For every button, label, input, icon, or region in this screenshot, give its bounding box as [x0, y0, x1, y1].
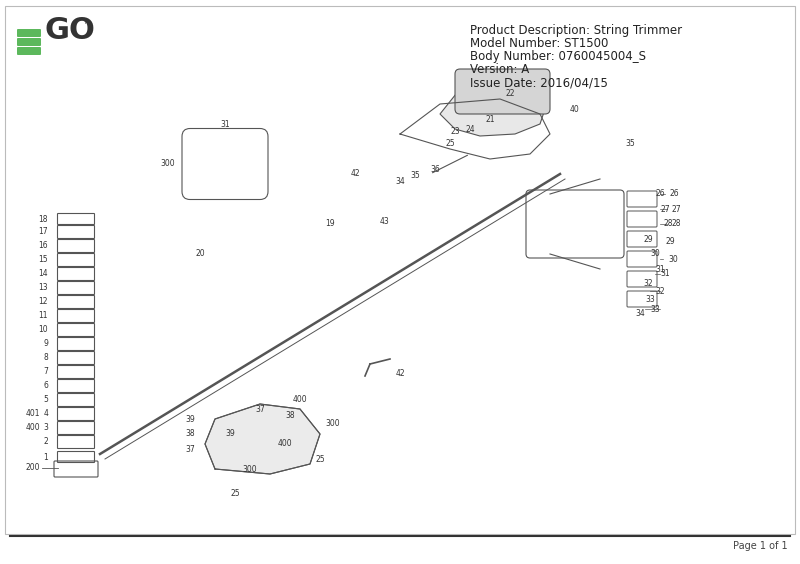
Text: 38: 38: [186, 430, 195, 438]
Text: 5: 5: [43, 395, 48, 404]
Text: 26: 26: [655, 190, 665, 199]
Text: 28: 28: [672, 219, 682, 228]
Text: 39: 39: [186, 415, 195, 424]
Text: 27: 27: [672, 205, 682, 214]
Text: Product Description: String Trimmer: Product Description: String Trimmer: [470, 24, 682, 37]
Text: 28: 28: [663, 219, 673, 228]
Text: 16: 16: [38, 241, 48, 250]
Text: 43: 43: [380, 218, 390, 227]
Polygon shape: [205, 404, 320, 474]
Text: 38: 38: [285, 412, 295, 421]
Text: 25: 25: [445, 139, 455, 148]
Text: 30: 30: [668, 254, 678, 263]
Text: 29: 29: [643, 235, 653, 244]
Text: 35: 35: [625, 139, 635, 148]
Text: 30: 30: [650, 249, 660, 258]
Text: 7: 7: [43, 368, 48, 377]
Text: GO: GO: [45, 16, 96, 45]
FancyBboxPatch shape: [17, 47, 41, 55]
Text: 24: 24: [465, 125, 475, 134]
Text: 9: 9: [43, 340, 48, 349]
Text: 300: 300: [242, 465, 258, 474]
Text: 32: 32: [643, 280, 653, 289]
Polygon shape: [440, 84, 545, 136]
Text: ™: ™: [83, 19, 93, 29]
Text: 200: 200: [26, 464, 40, 473]
Text: 37: 37: [255, 404, 265, 413]
Text: 4: 4: [43, 409, 48, 418]
Text: 400: 400: [278, 439, 292, 448]
Text: 35: 35: [410, 171, 420, 180]
FancyBboxPatch shape: [17, 38, 41, 46]
Text: 29: 29: [665, 237, 674, 246]
FancyBboxPatch shape: [455, 69, 550, 114]
Text: 31: 31: [655, 265, 665, 274]
Text: 40: 40: [570, 104, 580, 113]
Text: Page 1 of 1: Page 1 of 1: [734, 541, 788, 551]
Text: 20: 20: [195, 249, 205, 258]
Text: Body Number: 0760045004_S: Body Number: 0760045004_S: [470, 50, 646, 63]
Text: 22: 22: [506, 90, 514, 99]
Text: 42: 42: [395, 369, 405, 378]
Text: Model Number: ST1500: Model Number: ST1500: [470, 37, 608, 50]
Text: 6: 6: [43, 381, 48, 390]
Text: Version: A: Version: A: [470, 63, 530, 76]
Text: 31: 31: [660, 270, 670, 279]
Text: 14: 14: [38, 270, 48, 279]
Text: 21: 21: [486, 114, 494, 124]
Text: 33: 33: [650, 305, 660, 314]
Text: 34: 34: [395, 178, 405, 187]
Text: 19: 19: [325, 219, 335, 228]
Text: 8: 8: [43, 354, 48, 363]
Text: 37: 37: [186, 444, 195, 453]
Text: 300: 300: [325, 420, 340, 429]
Text: 33: 33: [645, 294, 655, 303]
Text: 27: 27: [660, 205, 670, 214]
Text: 31: 31: [220, 120, 230, 129]
Text: 23: 23: [450, 127, 460, 136]
Text: 39: 39: [225, 430, 235, 438]
Text: 300: 300: [160, 160, 175, 169]
Text: 18: 18: [38, 214, 48, 223]
Text: 400: 400: [293, 394, 307, 403]
Text: 3: 3: [43, 424, 48, 433]
Text: 36: 36: [430, 165, 440, 174]
Text: 25: 25: [230, 490, 240, 499]
Text: 17: 17: [38, 227, 48, 236]
Text: 400: 400: [26, 424, 40, 433]
Text: 32: 32: [655, 287, 665, 296]
Text: 34: 34: [635, 310, 645, 319]
Text: 26: 26: [670, 190, 680, 199]
Text: 401: 401: [26, 409, 40, 418]
Text: 2: 2: [43, 438, 48, 447]
Text: Issue Date: 2016/04/15: Issue Date: 2016/04/15: [470, 76, 608, 89]
Text: 12: 12: [38, 297, 48, 306]
Text: 25: 25: [315, 455, 325, 464]
Text: 42: 42: [350, 170, 360, 178]
Text: 1: 1: [43, 452, 48, 461]
Text: 15: 15: [38, 255, 48, 265]
Text: 10: 10: [38, 325, 48, 334]
Text: 13: 13: [38, 284, 48, 293]
Text: 11: 11: [38, 311, 48, 320]
FancyBboxPatch shape: [17, 29, 41, 37]
